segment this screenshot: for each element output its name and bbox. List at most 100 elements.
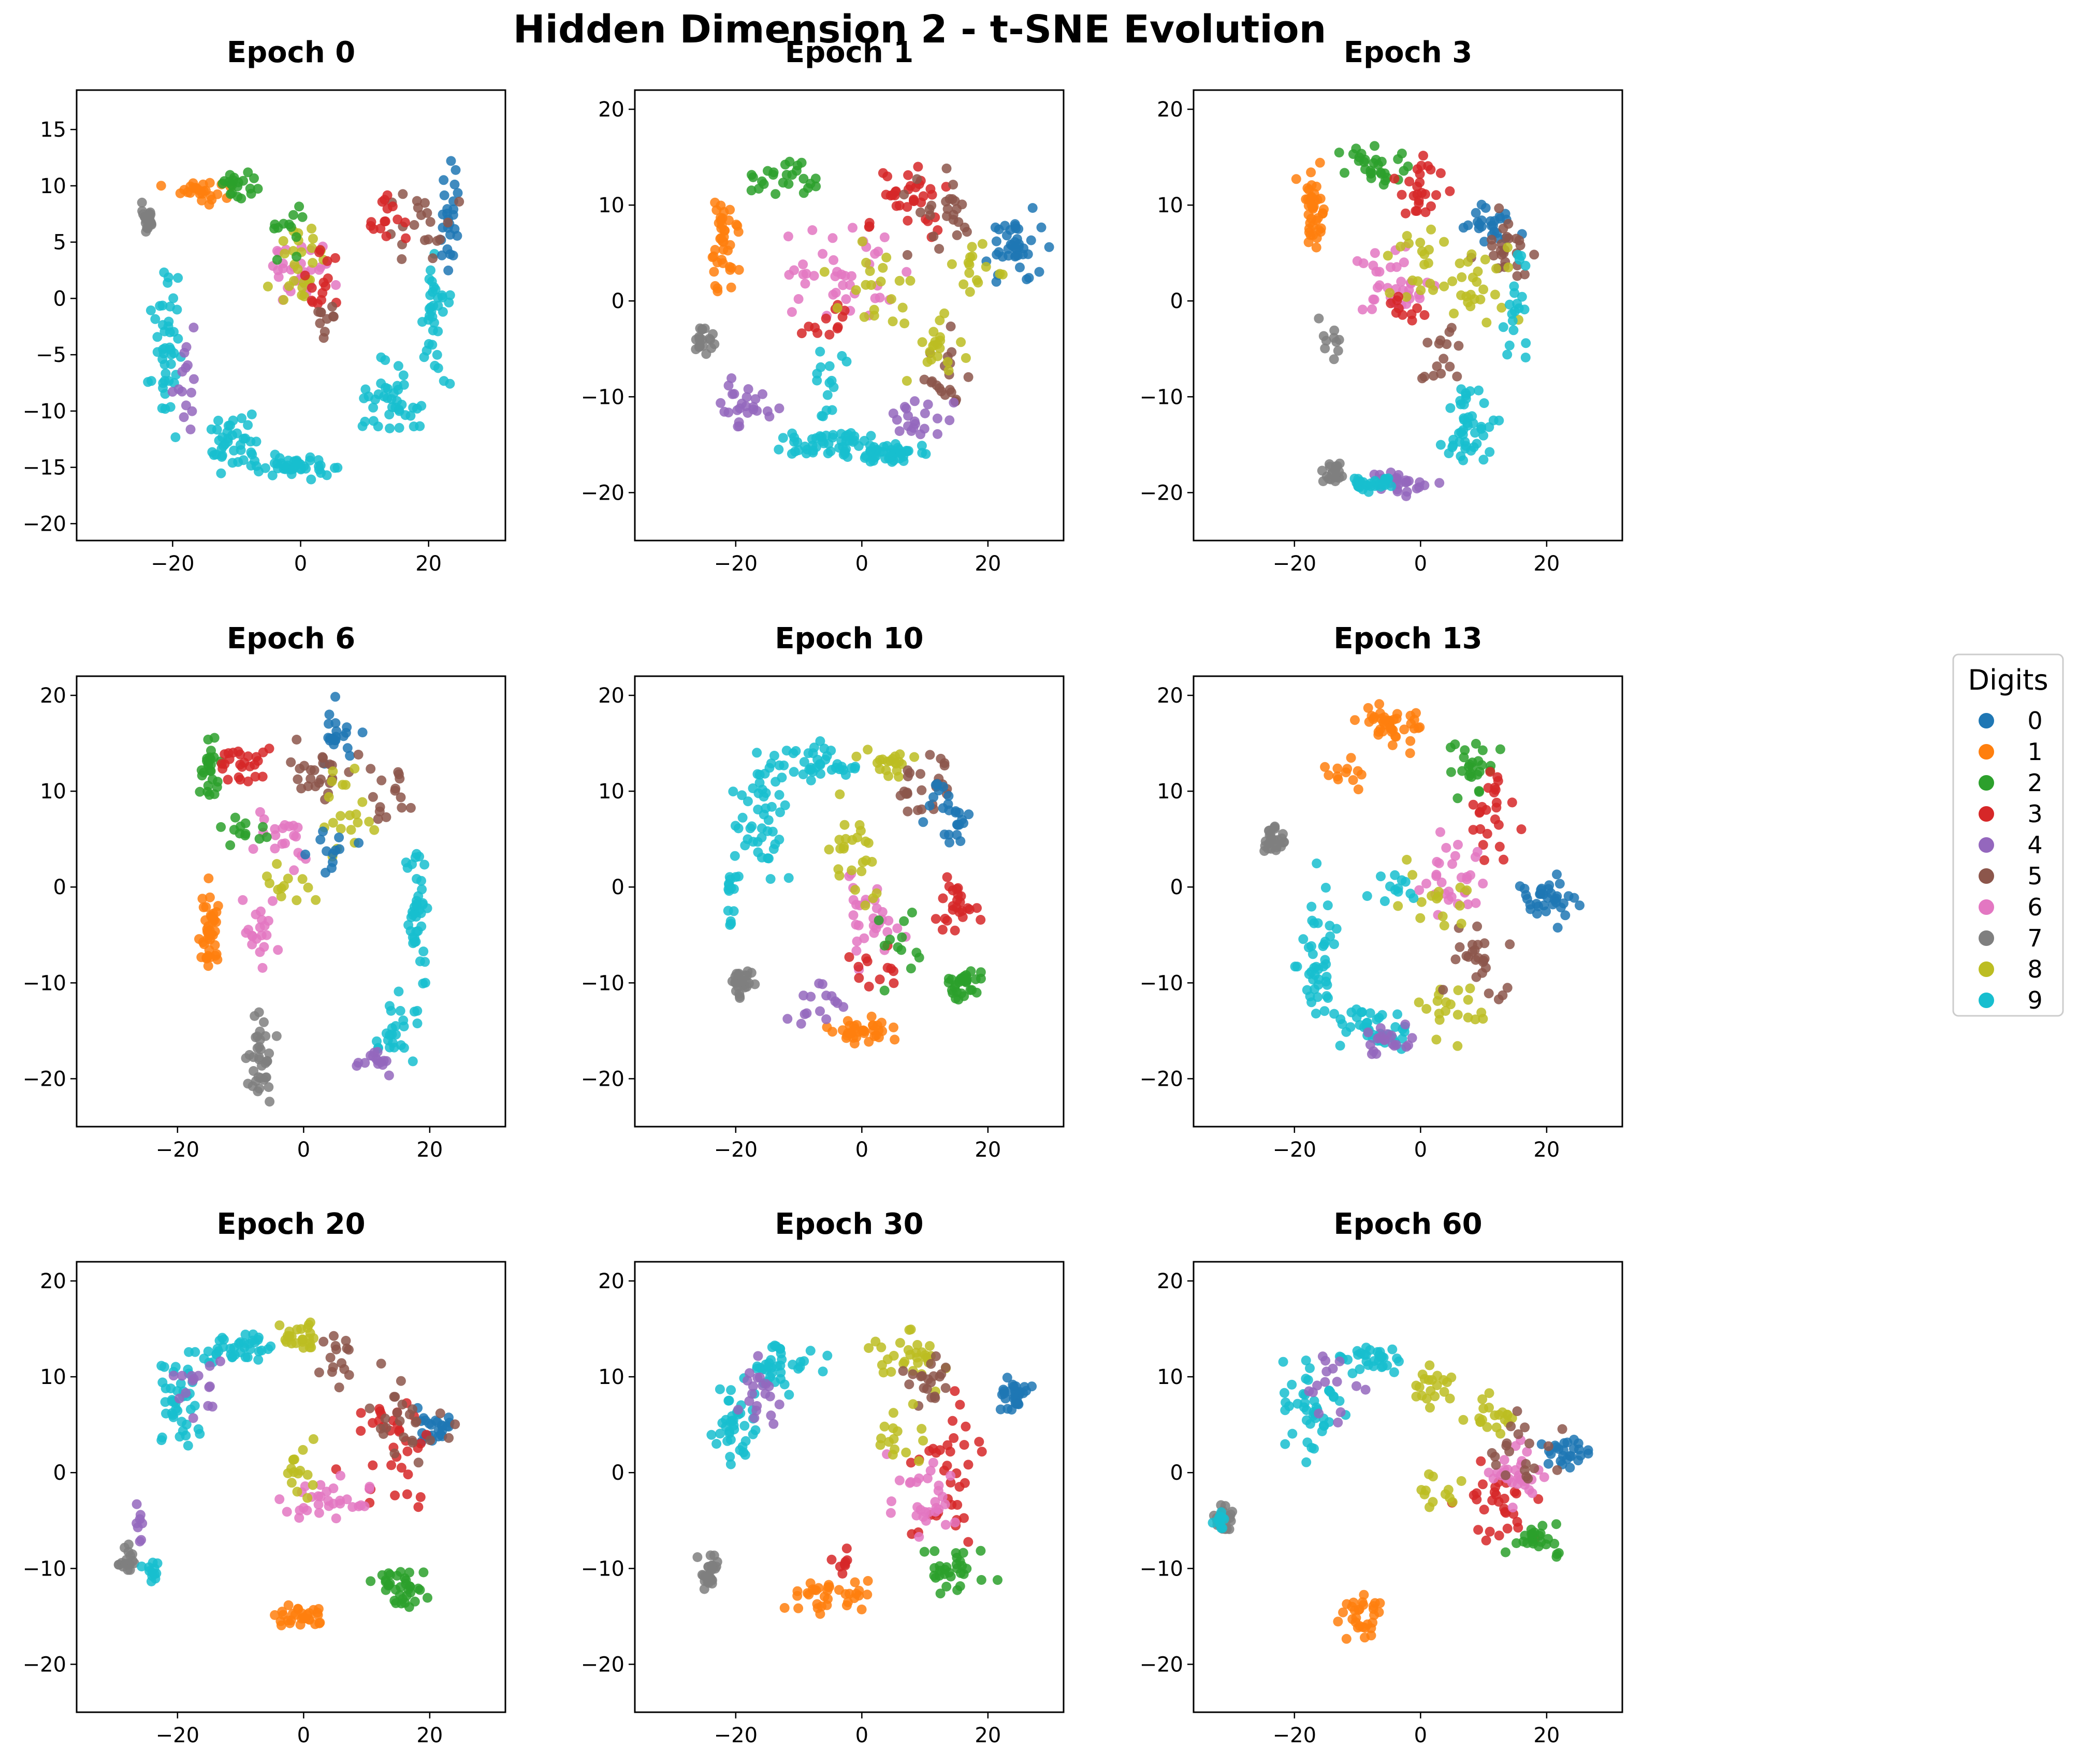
y-tick-label: 0	[1170, 1461, 1183, 1485]
point-digit-7	[137, 197, 147, 208]
point-digit-0	[1554, 879, 1565, 889]
point-digit-9	[775, 1344, 786, 1354]
point-digit-4	[768, 1419, 779, 1429]
point-digit-1	[205, 178, 215, 188]
point-digit-9	[1461, 388, 1471, 398]
y-tick-label: 0	[1170, 876, 1183, 899]
point-digit-4	[949, 398, 959, 408]
point-digit-9	[726, 919, 736, 929]
point-digit-2	[272, 255, 282, 265]
point-digit-2	[1351, 143, 1361, 154]
point-digit-8	[1404, 238, 1414, 249]
point-digit-8	[933, 351, 943, 361]
point-digit-9	[237, 413, 247, 424]
point-digit-3	[1404, 177, 1415, 187]
point-digit-3	[243, 776, 253, 786]
point-digit-3	[804, 322, 814, 332]
point-digit-8	[860, 900, 870, 911]
point-digit-8	[857, 237, 867, 246]
point-digit-4	[741, 401, 751, 412]
point-digit-9	[1301, 1374, 1311, 1384]
point-digit-1	[834, 1585, 844, 1595]
point-digit-8	[961, 353, 971, 363]
point-digit-5	[916, 207, 925, 217]
point-digit-9	[181, 1419, 192, 1430]
point-digit-2	[1474, 767, 1485, 777]
point-digit-7	[1321, 336, 1331, 346]
point-digit-8	[1393, 901, 1403, 911]
point-digit-8	[288, 1455, 298, 1465]
point-digit-8	[292, 1486, 302, 1497]
point-digit-9	[1335, 1041, 1345, 1051]
point-digit-4	[177, 367, 187, 377]
point-digit-4	[751, 1405, 762, 1416]
point-digit-1	[866, 1011, 877, 1022]
point-digit-1	[726, 282, 736, 293]
point-digit-9	[427, 340, 438, 350]
point-digit-2	[935, 1588, 946, 1599]
y-tick-label: 0	[53, 287, 66, 311]
point-digit-9	[428, 287, 438, 297]
point-digit-8	[302, 1493, 313, 1503]
point-digit-6	[259, 942, 269, 952]
point-digit-2	[1471, 739, 1481, 749]
point-digit-4	[749, 1413, 760, 1423]
point-digit-1	[1342, 764, 1353, 774]
point-digit-8	[964, 268, 975, 278]
point-digit-6	[291, 832, 301, 842]
point-digit-6	[892, 923, 903, 934]
point-digit-3	[955, 1399, 965, 1410]
point-digit-3	[945, 1447, 955, 1457]
point-digit-8	[263, 281, 273, 291]
point-digit-1	[725, 205, 735, 215]
point-digit-0	[318, 826, 328, 837]
point-digit-6	[946, 1470, 956, 1481]
point-digit-9	[152, 347, 163, 357]
point-digit-3	[862, 956, 873, 967]
legend-label-9: 9	[2027, 986, 2042, 1014]
point-digit-9	[737, 1441, 748, 1452]
axes-frame	[76, 675, 506, 1128]
point-digit-4	[1382, 1029, 1392, 1039]
point-digit-9	[416, 876, 426, 886]
point-digit-3	[1481, 805, 1491, 815]
point-digit-3	[396, 1463, 406, 1473]
point-digit-6	[259, 814, 269, 824]
point-digit-8	[889, 1434, 899, 1444]
point-digit-4	[1360, 1384, 1371, 1395]
point-digit-5	[1472, 921, 1483, 931]
point-digit-2	[1379, 168, 1390, 179]
point-digit-9	[808, 445, 818, 456]
point-digit-8	[905, 1350, 916, 1360]
point-digit-2	[1551, 1519, 1561, 1529]
point-digit-5	[1512, 1406, 1522, 1417]
point-digit-8	[888, 754, 898, 764]
point-digit-6	[1539, 1472, 1549, 1482]
point-digit-3	[854, 973, 864, 983]
point-digit-5	[917, 785, 927, 795]
point-digit-6	[894, 1475, 905, 1485]
point-digit-8	[947, 259, 957, 269]
point-digit-4	[758, 1380, 768, 1391]
point-digit-6	[342, 1494, 352, 1505]
point-digit-9	[706, 1430, 717, 1440]
point-digit-9	[403, 920, 414, 930]
point-digit-8	[912, 1340, 923, 1350]
point-digit-9	[1309, 918, 1319, 928]
point-digit-7	[262, 1056, 272, 1066]
point-digit-9	[824, 361, 835, 371]
point-digit-6	[331, 280, 341, 290]
point-digit-5	[395, 1416, 405, 1426]
point-digit-3	[1489, 788, 1499, 798]
point-digit-5	[443, 217, 453, 228]
point-digit-8	[1417, 246, 1427, 256]
point-digit-9	[430, 360, 440, 371]
legend-label-4: 4	[2027, 831, 2042, 859]
point-digit-7	[123, 1547, 134, 1557]
point-digit-1	[856, 1605, 867, 1614]
point-digit-9	[415, 421, 425, 431]
point-digit-8	[858, 857, 868, 867]
point-digit-7	[258, 1075, 269, 1085]
point-digit-0	[951, 808, 961, 818]
